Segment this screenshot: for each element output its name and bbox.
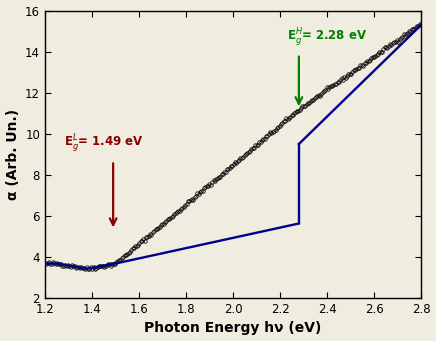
Text: E$_g^H$= 2.28 eV: E$_g^H$= 2.28 eV (287, 26, 367, 47)
Y-axis label: α (Arb. Un.): α (Arb. Un.) (6, 109, 20, 200)
Text: E$_g^L$= 1.49 eV: E$_g^L$= 1.49 eV (64, 132, 143, 154)
X-axis label: Photon Energy hν (eV): Photon Energy hν (eV) (144, 322, 322, 336)
